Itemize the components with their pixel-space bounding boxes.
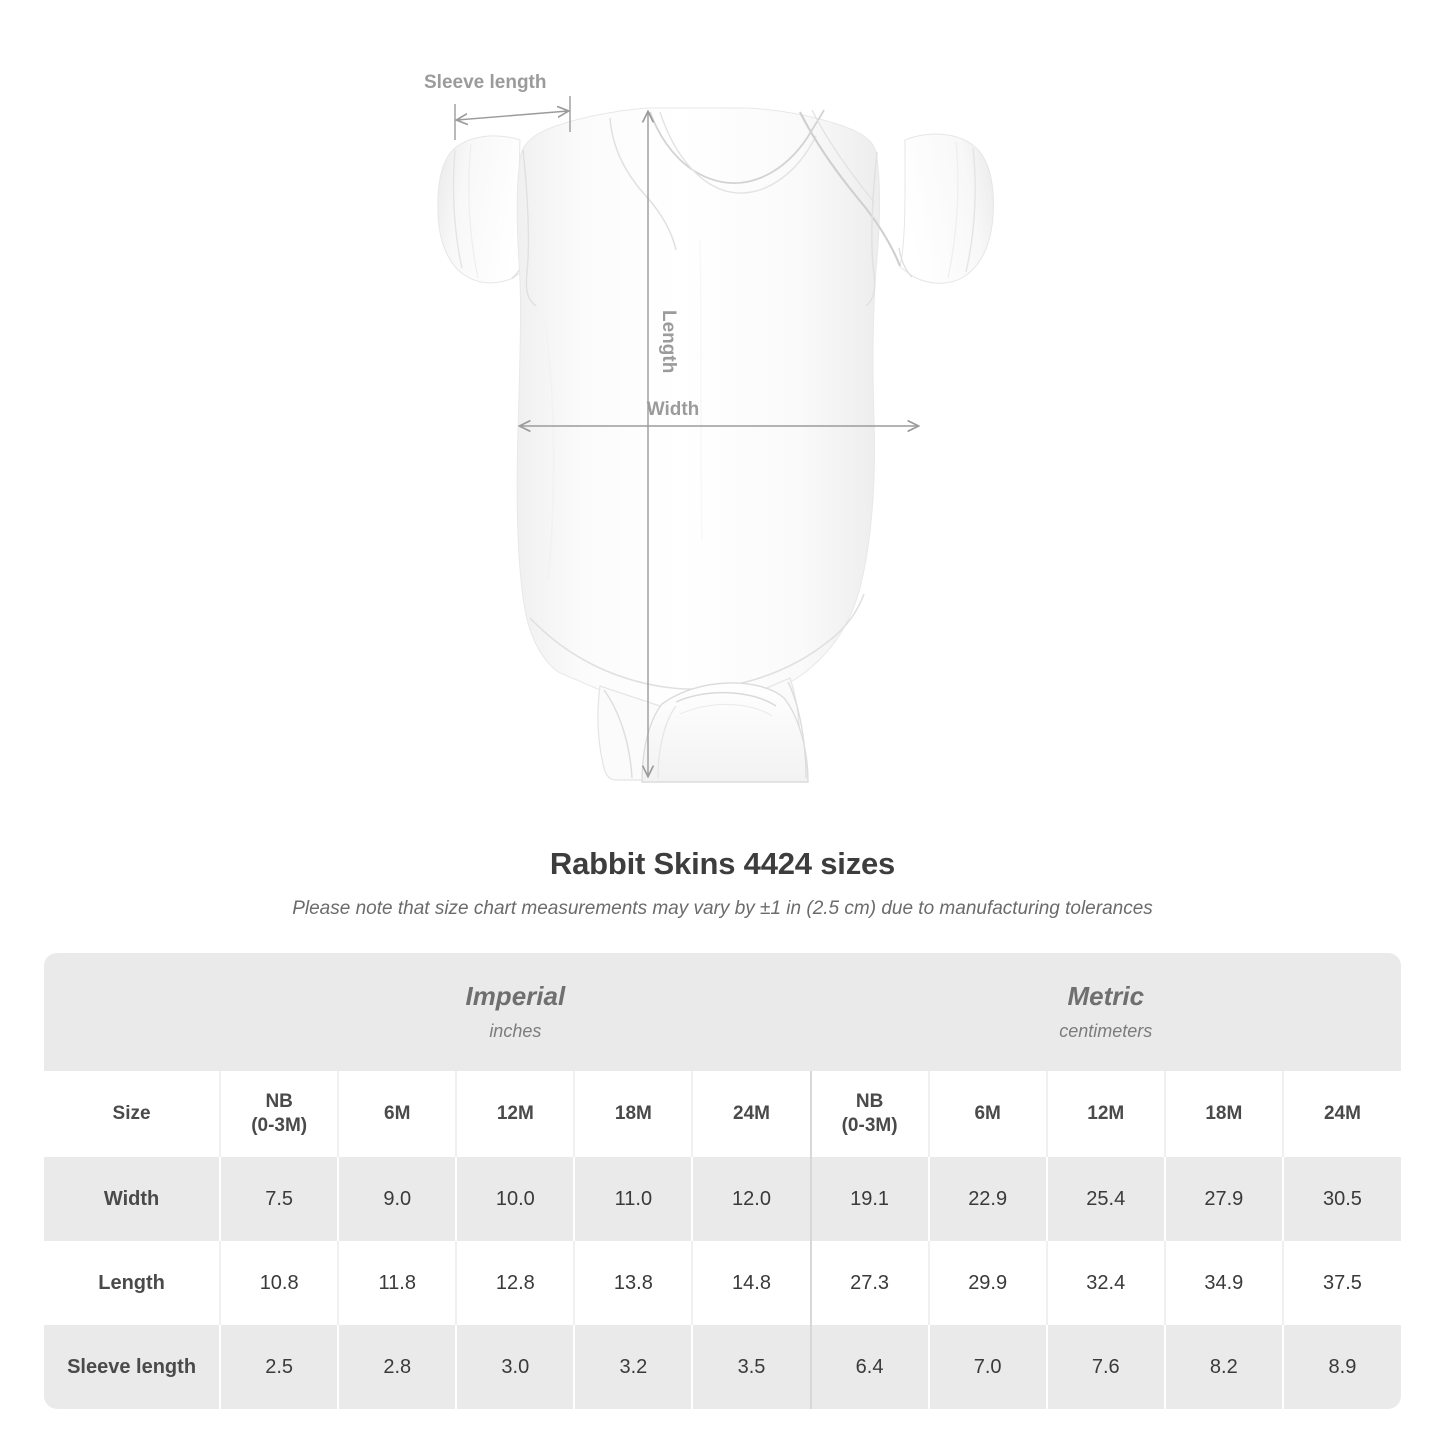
unit-system-band: Imperial inches Metric centimeters — [44, 953, 1401, 1071]
length-annotation: Length — [648, 112, 679, 776]
bodysuit-body — [516, 107, 901, 708]
column-header-24m: 24M — [691, 1071, 811, 1157]
cell-sleeve-length-1: 2.8 — [337, 1325, 457, 1409]
cell-length-8: 34.9 — [1163, 1241, 1283, 1325]
row-label-length: Length — [44, 1241, 221, 1325]
cell-width-2: 10.0 — [455, 1157, 575, 1241]
cell-sleeve-length-5: 6.4 — [809, 1325, 929, 1409]
sleeve-length-label: Sleeve length — [424, 72, 547, 93]
cell-length-4: 14.8 — [691, 1241, 811, 1325]
cell-sleeve-length-4: 3.5 — [691, 1325, 811, 1409]
cell-width-6: 22.9 — [927, 1157, 1047, 1241]
unit-system-metric: Metric centimeters — [810, 953, 1401, 1071]
cell-sleeve-length-9: 8.9 — [1281, 1325, 1401, 1409]
cell-length-9: 37.5 — [1281, 1241, 1401, 1325]
column-header-6m: 6M — [927, 1071, 1047, 1157]
cell-sleeve-length-2: 3.0 — [455, 1325, 575, 1409]
cell-sleeve-length-0: 2.5 — [219, 1325, 339, 1409]
size-chart-table: Imperial inches Metric centimeters Size NB (0-… — [44, 953, 1401, 1409]
table-row: Sleeve length 2.5 2.8 3.0 3.2 3.5 6.4 7.0 7.6 8.2… — [44, 1325, 1401, 1409]
column-header-12m: 12M — [1045, 1071, 1165, 1157]
cell-length-0: 10.8 — [219, 1241, 339, 1325]
unit-system-sub: inches — [489, 1020, 542, 1041]
crotch-snap-flap — [597, 677, 809, 783]
cell-width-0: 7.5 — [219, 1157, 339, 1241]
cell-sleeve-length-8: 8.2 — [1163, 1325, 1283, 1409]
garment-illustration: Sleeve length Length Width — [424, 72, 994, 783]
right-sleeve — [898, 133, 994, 284]
cell-sleeve-length-3: 3.2 — [573, 1325, 693, 1409]
cell-width-5: 19.1 — [809, 1157, 929, 1241]
cell-width-3: 11.0 — [573, 1157, 693, 1241]
unit-system-name: Imperial — [465, 981, 566, 1012]
cell-width-7: 25.4 — [1045, 1157, 1165, 1241]
cell-sleeve-length-7: 7.6 — [1045, 1325, 1165, 1409]
row-label-width: Width — [44, 1157, 221, 1241]
cell-width-1: 9.0 — [337, 1157, 457, 1241]
size-chart-table-wrap: Imperial inches Metric centimeters Size NB (0-… — [44, 953, 1401, 1409]
sleeve-length-annotation: Sleeve length — [424, 72, 571, 140]
cell-length-6: 29.9 — [927, 1241, 1047, 1325]
chart-title-block: Rabbit Skins 4424 sizes Please note that… — [0, 845, 1445, 921]
column-header-row: Size NB (0-3M) 6M 12M 18M 24M NB (0-3M) 6M 12M 18M 2… — [44, 1071, 1401, 1157]
unit-system-imperial: Imperial inches — [220, 953, 811, 1071]
unit-system-sub: centimeters — [1059, 1020, 1153, 1041]
column-header-18m: 18M — [573, 1071, 693, 1157]
width-label: Width — [647, 399, 700, 420]
column-header-18m: 18M — [1163, 1071, 1283, 1157]
cell-width-4: 12.0 — [691, 1157, 811, 1241]
table-row: Length 10.8 11.8 12.8 13.8 14.8 27.3 29.9 32.4 34… — [44, 1241, 1401, 1325]
cell-length-2: 12.8 — [455, 1241, 575, 1325]
cell-sleeve-length-6: 7.0 — [927, 1325, 1047, 1409]
left-sleeve — [437, 135, 528, 284]
column-header-6m: 6M — [337, 1071, 457, 1157]
tolerance-note: Please note that size chart measurements… — [292, 897, 1153, 919]
table-row: Width 7.5 9.0 10.0 11.0 12.0 19.1 22.9 25.4 27.9 3… — [44, 1157, 1401, 1241]
column-header-12m: 12M — [455, 1071, 575, 1157]
column-header-nb-0-3m: NB (0-3M) — [809, 1071, 929, 1157]
page-title: Rabbit Skins 4424 sizes — [549, 846, 896, 881]
width-annotation: Width — [520, 399, 918, 426]
bodysuit-svg: Sleeve length Length Width — [424, 72, 994, 783]
column-header-size: Size — [44, 1071, 221, 1157]
cell-length-5: 27.3 — [809, 1241, 929, 1325]
length-label: Length — [658, 310, 679, 373]
unit-band-spacer — [44, 953, 221, 1071]
unit-system-name: Metric — [1067, 981, 1145, 1012]
column-header-nb-0-3m: NB (0-3M) — [219, 1071, 339, 1157]
cell-width-8: 27.9 — [1163, 1157, 1283, 1241]
cell-width-9: 30.5 — [1281, 1157, 1401, 1241]
cell-length-3: 13.8 — [573, 1241, 693, 1325]
row-label-sleeve-length: Sleeve length — [44, 1325, 221, 1409]
cell-length-7: 32.4 — [1045, 1241, 1165, 1325]
cell-length-1: 11.8 — [337, 1241, 457, 1325]
column-header-24m: 24M — [1281, 1071, 1401, 1157]
